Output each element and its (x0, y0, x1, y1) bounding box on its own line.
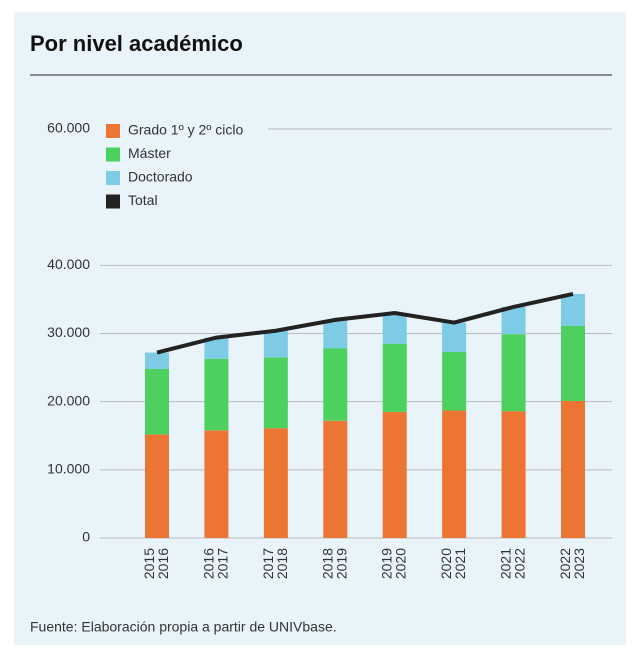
bar-segment (263, 330, 288, 358)
x-tick-label: 20152016 (141, 548, 171, 579)
legend-label: Doctorado (128, 169, 193, 185)
bar-segment (501, 334, 526, 412)
bar-segment (323, 319, 348, 349)
bar-segment (501, 306, 526, 335)
legend-label: Máster (128, 145, 171, 161)
bar-segment (145, 368, 169, 435)
bar-segment (561, 326, 585, 401)
bar-segment (382, 313, 407, 344)
x-tick-label-group: 20162017 (200, 548, 230, 579)
bar-segment (442, 351, 467, 411)
legend-label: Grado 1º y 2º ciclo (128, 122, 243, 138)
bar-segment (382, 411, 407, 538)
bar-segment (323, 420, 348, 538)
bar-segment (204, 358, 229, 431)
bar-segment (442, 322, 467, 352)
x-tick-label: 20162017 (200, 548, 230, 579)
x-tick-label: 20202021 (438, 548, 468, 579)
legend-swatch (106, 124, 120, 138)
y-tick-label: 60.000 (47, 120, 90, 136)
legend-swatch (106, 194, 120, 209)
bar-segment (145, 434, 169, 538)
y-tick-label: 20.000 (47, 392, 90, 408)
legend-label: Total (128, 192, 158, 208)
x-tick-label-group: 20222023 (557, 548, 587, 579)
chart-title: Por nivel académico (30, 31, 243, 56)
x-tick-label: 20222023 (557, 548, 587, 579)
x-tick-label-group: 20152016 (141, 548, 171, 579)
x-tick-label: 20172018 (260, 548, 290, 579)
bar-segment (145, 352, 169, 369)
bar-segment (382, 343, 407, 412)
x-tick-label-group: 20182019 (319, 548, 349, 579)
total-line (156, 292, 574, 355)
x-tick-label-group: 20192020 (378, 548, 408, 579)
legend-swatch (106, 171, 120, 185)
bar-segment (204, 337, 229, 359)
x-tick-label-group: 20202021 (438, 548, 468, 579)
x-tick-label-group: 20212022 (497, 548, 527, 579)
bar-segment (204, 430, 229, 538)
y-tick-label: 30.000 (47, 324, 90, 340)
y-tick-label: 0 (82, 529, 90, 545)
bar-segment (263, 357, 288, 429)
y-tick-label: 40.000 (47, 256, 90, 272)
bar-segment (442, 410, 467, 538)
legend-swatch (106, 147, 120, 162)
legend-bg (100, 118, 268, 210)
x-tick-label-group: 20172018 (260, 548, 290, 579)
bar-segment (561, 400, 585, 538)
x-tick-label: 20192020 (378, 548, 408, 579)
x-tick-label: 20212022 (497, 548, 527, 579)
source: Fuente: Elaboración propia a partir de U… (30, 619, 337, 635)
bar-segment (263, 428, 288, 538)
bar-segment (323, 348, 348, 421)
y-tick-label: 10.000 (47, 461, 90, 477)
bar-segment (561, 293, 585, 327)
bar-segment (501, 411, 526, 538)
x-tick-label: 20182019 (319, 548, 349, 579)
